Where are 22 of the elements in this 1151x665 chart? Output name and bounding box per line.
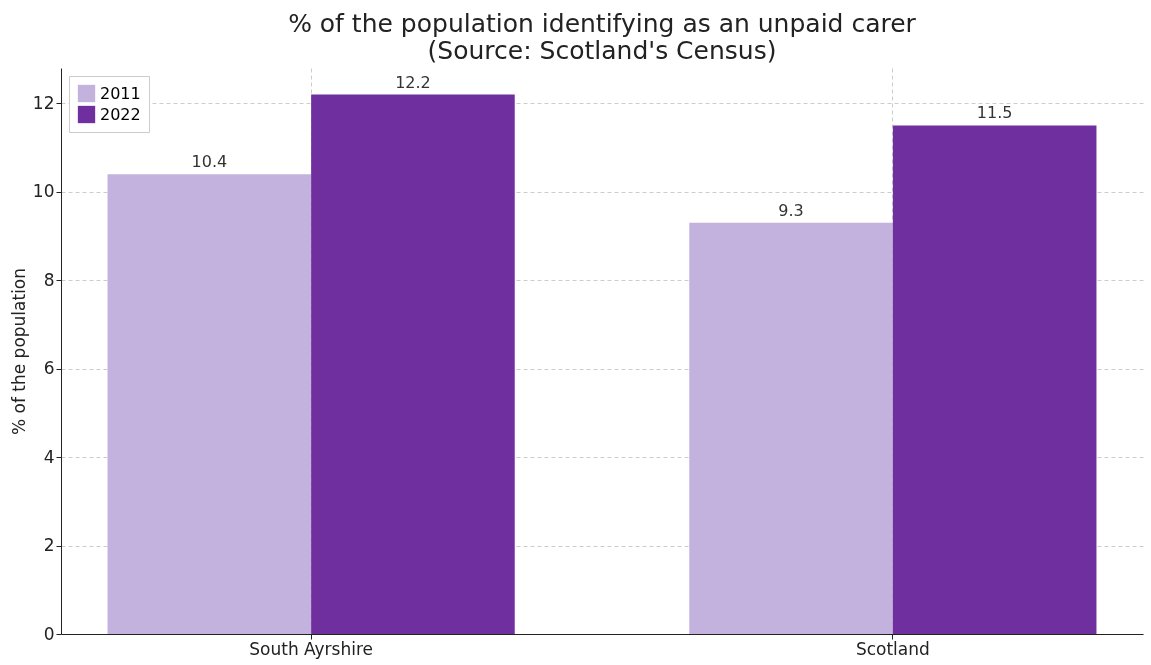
data-label: 9.3 — [778, 200, 804, 220]
legend-label: 2011 — [100, 83, 141, 103]
y-tick-label: 8 — [43, 269, 55, 290]
x-tick-label: South Ayrshire — [249, 638, 374, 659]
y-tick-label: 10 — [32, 181, 55, 202]
y-axis-title: % of the population — [8, 267, 29, 436]
bar — [892, 125, 1097, 634]
y-tick-label: 2 — [43, 535, 55, 556]
data-label: 12.2 — [395, 72, 431, 92]
y-tick-label: 0 — [43, 623, 55, 644]
x-tick-label: Scotland — [855, 638, 930, 659]
legend-label: 2022 — [100, 104, 141, 124]
bar — [689, 222, 893, 634]
bar — [311, 94, 515, 634]
data-label: 10.4 — [191, 152, 228, 172]
y-tick-label: 12 — [32, 92, 55, 113]
y-tick-label: 4 — [43, 446, 55, 467]
data-label: 11.5 — [976, 103, 1013, 123]
y-tick-label: 6 — [43, 358, 55, 379]
text: (Source: Scotland's Census) — [427, 36, 777, 65]
bar — [107, 174, 312, 634]
text: % of the population identifying as an unpaid carer — [288, 9, 916, 38]
